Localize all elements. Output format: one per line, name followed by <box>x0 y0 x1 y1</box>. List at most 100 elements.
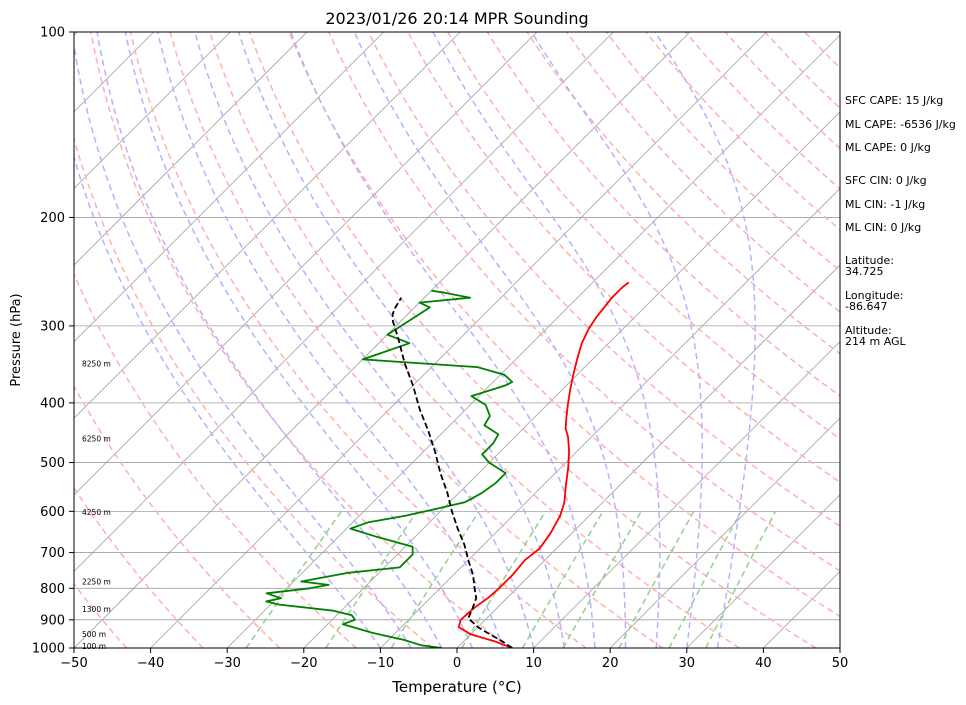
dry-adiabat-line <box>74 384 281 648</box>
dry-adiabat-line <box>90 32 510 648</box>
dry-adiabat-line <box>248 32 817 648</box>
annotation-text: 34.725 <box>845 265 884 278</box>
height-labels: 100 m 500 m 1300 m 2250 m 4250 m 6250 m 8250 m <box>82 360 111 652</box>
dry-adiabat-line <box>367 32 840 528</box>
y-tick-label: 500 <box>40 456 65 471</box>
temperature-profile-line <box>457 281 630 648</box>
dry-adiabat-line <box>209 32 740 648</box>
annotation-text: Longitude: <box>845 289 903 302</box>
annotation-text: ML CAPE: 0 J/kg <box>845 141 931 154</box>
isotherm-line <box>456 264 840 648</box>
moist-adiabat-line <box>353 32 627 648</box>
x-tick-label: −10 <box>367 656 394 671</box>
moist-adiabat-line <box>74 41 412 648</box>
dry-adiabat-line <box>74 486 204 648</box>
isotherm-line <box>533 341 840 648</box>
height-label: 6250 m <box>82 435 111 444</box>
y-tick-label: 1000 <box>32 642 65 657</box>
mixing-ratio-line <box>705 510 777 648</box>
moist-adiabat-line <box>290 32 596 648</box>
y-tick-label: 200 <box>40 211 65 226</box>
x-tick-label: 10 <box>525 656 542 671</box>
annotation-text: ML CIN: -1 J/kg <box>845 198 925 211</box>
isotherm-line <box>74 32 614 572</box>
moist-adiabat-line <box>74 154 382 648</box>
isotherm-line <box>74 32 308 266</box>
mixing-ratio-line <box>325 510 418 648</box>
height-label: 100 m <box>82 642 106 651</box>
mixing-ratio-line <box>618 510 695 648</box>
isotherm-line <box>0 32 1 648</box>
moist-adiabat-line <box>654 32 756 648</box>
isotherm-line <box>303 111 840 648</box>
plot-frame <box>73 31 841 649</box>
sounding-annotations: SFC CAPE: 15 J/kg ML CAPE: -6536 J/kg ML C… <box>845 94 956 348</box>
annotation-text: SFC CAPE: 15 J/kg <box>845 94 943 107</box>
isotherm-line <box>74 32 461 419</box>
dry-adiabat-line <box>288 32 840 618</box>
y-tick-label: 600 <box>40 505 65 520</box>
moist-adiabat-line <box>124 32 473 648</box>
dry-adiabat-line <box>74 136 434 648</box>
moist-adiabat-line <box>432 32 661 648</box>
moist-adiabat-line <box>530 32 704 648</box>
annotation-text: SFC CIN: 0 J/kg <box>845 174 927 187</box>
x-tick-label: −40 <box>137 656 164 671</box>
dry-adiabat-line <box>486 32 840 397</box>
x-tick-label: 40 <box>755 656 772 671</box>
y-tick-label: 800 <box>40 582 65 597</box>
y-tick-label: 700 <box>40 546 65 561</box>
dry-adiabat-line <box>129 32 587 648</box>
x-tick-label: 20 <box>602 656 619 671</box>
dry-adiabat-line <box>447 32 840 440</box>
isotherm-line <box>226 34 840 648</box>
mixing-ratio-line <box>461 510 547 648</box>
y-tick-label: 400 <box>40 396 65 411</box>
y-axis-label: Pressure (hPa) <box>9 293 24 386</box>
background-lines <box>0 32 840 648</box>
y-tick-label: 100 <box>40 26 65 41</box>
dry-adiabat-line <box>407 32 840 484</box>
isotherm-line <box>150 32 767 648</box>
annotation-text: 214 m AGL <box>845 335 907 348</box>
x-tick-label: −50 <box>60 656 87 671</box>
height-label: 8250 m <box>82 360 111 369</box>
y-tick-label: 300 <box>40 319 65 334</box>
moist-adiabat-line <box>156 32 504 648</box>
moist-adiabat-line <box>237 32 565 648</box>
annotation-text: ML CIN: 0 J/kg <box>845 221 921 234</box>
moist-adiabat-line <box>194 32 535 648</box>
dry-adiabat-line <box>169 32 664 648</box>
x-tick-label: −30 <box>213 656 240 671</box>
mixing-ratio-line <box>521 510 604 648</box>
height-label: 1300 m <box>82 605 111 614</box>
mixing-ratio-line <box>668 510 742 648</box>
chart-title: 2023/01/26 20:14 MPR Sounding <box>325 9 588 28</box>
dry-adiabat-line <box>74 272 357 648</box>
isotherm-line <box>74 32 231 189</box>
isotherm-line <box>686 494 840 648</box>
mixing-ratio-line <box>245 510 343 648</box>
mixing-ratio-line <box>562 510 642 648</box>
annotation-text: Altitude: <box>845 324 892 337</box>
parcel-profile-line <box>391 297 513 648</box>
dewpoint-profile-line <box>265 289 514 648</box>
dry-adiabat-line <box>526 32 840 355</box>
x-tick-label: −20 <box>290 656 317 671</box>
x-axis-label: Temperature (°C) <box>391 678 521 696</box>
moist-adiabat-line <box>96 32 443 648</box>
dry-adiabat-line <box>328 32 840 572</box>
x-tick-label: 50 <box>832 656 849 671</box>
annotation-text: ML CAPE: -6536 J/kg <box>845 118 956 131</box>
isotherm-line <box>609 417 840 648</box>
x-tick-label: 0 <box>453 656 461 671</box>
mixing-ratio-line <box>390 510 480 648</box>
annotation-text: -86.647 <box>845 300 887 313</box>
isotherm-line <box>74 32 384 343</box>
height-label: 4250 m <box>82 508 111 517</box>
y-tick-label: 900 <box>40 613 65 628</box>
isotherm-line <box>74 32 538 496</box>
isotherm-line <box>380 187 840 648</box>
dry-adiabat-line <box>565 32 840 313</box>
